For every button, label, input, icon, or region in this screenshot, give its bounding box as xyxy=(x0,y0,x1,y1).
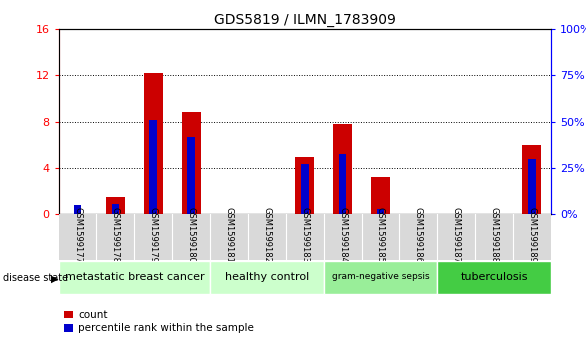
Text: GSM1599182: GSM1599182 xyxy=(263,207,271,262)
Text: GSM1599183: GSM1599183 xyxy=(300,207,309,262)
Text: healthy control: healthy control xyxy=(224,272,309,282)
Bar xyxy=(111,204,119,214)
Text: GSM1599187: GSM1599187 xyxy=(452,207,461,262)
Text: GSM1599177: GSM1599177 xyxy=(73,207,82,262)
Bar xyxy=(210,261,323,294)
Bar xyxy=(339,154,346,214)
Text: ▶: ▶ xyxy=(51,273,59,284)
Legend: count, percentile rank within the sample: count, percentile rank within the sample xyxy=(64,310,254,333)
Text: GSM1599178: GSM1599178 xyxy=(111,207,120,262)
Bar xyxy=(301,164,308,214)
Bar xyxy=(149,121,157,214)
Bar xyxy=(437,261,551,294)
Bar xyxy=(144,73,163,214)
Text: tuberculosis: tuberculosis xyxy=(460,272,528,282)
Bar xyxy=(106,197,125,214)
Bar xyxy=(74,205,81,214)
Bar xyxy=(333,124,352,214)
Text: disease state: disease state xyxy=(3,273,68,284)
Bar xyxy=(528,159,536,214)
Text: GSM1599185: GSM1599185 xyxy=(376,207,385,262)
Bar xyxy=(295,158,314,214)
Bar xyxy=(323,261,437,294)
Text: GSM1599184: GSM1599184 xyxy=(338,207,347,262)
Bar xyxy=(68,213,87,214)
Title: GDS5819 / ILMN_1783909: GDS5819 / ILMN_1783909 xyxy=(214,13,396,26)
Text: metastatic breast cancer: metastatic breast cancer xyxy=(64,272,204,282)
Bar xyxy=(523,145,541,214)
Bar xyxy=(188,136,195,214)
Bar xyxy=(371,177,390,214)
Text: GSM1599189: GSM1599189 xyxy=(527,207,536,262)
Text: GSM1599181: GSM1599181 xyxy=(224,207,233,262)
Bar xyxy=(377,209,384,214)
Text: GSM1599186: GSM1599186 xyxy=(414,207,423,262)
Text: GSM1599180: GSM1599180 xyxy=(186,207,196,262)
Bar xyxy=(182,113,200,214)
Text: gram-negative sepsis: gram-negative sepsis xyxy=(332,273,430,281)
Text: GSM1599188: GSM1599188 xyxy=(489,207,499,262)
Text: GSM1599179: GSM1599179 xyxy=(149,207,158,262)
Bar xyxy=(59,261,210,294)
